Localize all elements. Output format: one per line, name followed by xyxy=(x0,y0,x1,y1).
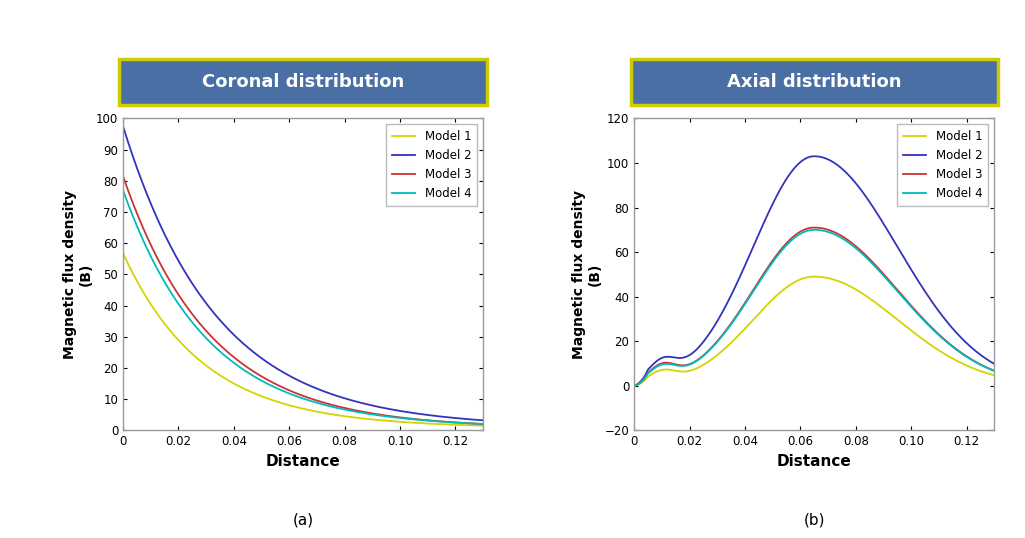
Model 1 xyxy=(117,250,129,257)
Model 3 xyxy=(692,357,704,363)
Model 2 xyxy=(358,400,370,407)
Model 3 xyxy=(117,173,129,179)
Model 1 xyxy=(988,372,1000,379)
Model 4 xyxy=(791,232,804,239)
Model 1 xyxy=(387,418,400,424)
Model 4 xyxy=(358,410,370,416)
Model 3 xyxy=(988,367,1000,374)
Model 3 xyxy=(721,326,733,332)
Legend: Model 1, Model 2, Model 3, Model 4: Model 1, Model 2, Model 3, Model 4 xyxy=(385,124,477,206)
Model 1 xyxy=(692,365,704,371)
Model 2 xyxy=(117,123,129,130)
Model 3 xyxy=(840,236,853,243)
Model 2 xyxy=(209,312,221,318)
Model 3 xyxy=(280,386,292,392)
Model 4 xyxy=(117,187,129,193)
Line: Model 3: Model 3 xyxy=(123,176,483,424)
Model 4 xyxy=(628,383,641,389)
Model 1 xyxy=(358,415,370,422)
Model 2 xyxy=(329,392,341,399)
Model 3 xyxy=(180,303,193,310)
Model 3 xyxy=(869,262,882,268)
Model 3 xyxy=(809,224,821,231)
Line: Model 4: Model 4 xyxy=(123,190,483,424)
Model 4 xyxy=(900,298,912,304)
Model 4 xyxy=(869,264,882,270)
Model 1 xyxy=(180,345,193,352)
Model 2 xyxy=(692,345,704,351)
Y-axis label: Magnetic flux density
(B): Magnetic flux density (B) xyxy=(63,190,93,359)
Line: Model 1: Model 1 xyxy=(634,277,994,386)
Model 3 xyxy=(209,337,221,344)
Text: Coronal distribution: Coronal distribution xyxy=(202,73,404,91)
Model 2 xyxy=(869,207,882,214)
Text: (a): (a) xyxy=(292,512,314,527)
Model 2 xyxy=(280,371,292,377)
Model 4 xyxy=(477,421,489,427)
Model 4 xyxy=(988,367,1000,374)
Line: Model 1: Model 1 xyxy=(123,253,483,426)
Model 4 xyxy=(721,327,733,334)
Model 4 xyxy=(209,344,221,351)
Model 2 xyxy=(628,383,641,389)
Model 4 xyxy=(387,414,400,421)
Model 2 xyxy=(477,417,489,423)
Model 4 xyxy=(329,404,341,410)
Model 3 xyxy=(791,230,804,237)
Model 4 xyxy=(809,226,821,233)
Model 1 xyxy=(791,278,804,284)
Legend: Model 1, Model 2, Model 3, Model 4: Model 1, Model 2, Model 3, Model 4 xyxy=(897,124,988,206)
Model 2 xyxy=(988,360,1000,367)
Model 1 xyxy=(809,273,821,280)
Model 3 xyxy=(477,421,489,427)
Model 3 xyxy=(628,383,641,389)
Model 1 xyxy=(280,401,292,408)
Model 2 xyxy=(900,258,912,264)
Model 3 xyxy=(329,402,341,409)
Model 1 xyxy=(840,281,853,288)
Model 4 xyxy=(692,357,704,363)
Text: (b): (b) xyxy=(804,512,825,527)
Model 2 xyxy=(387,407,400,413)
Model 2 xyxy=(791,162,804,168)
Model 1 xyxy=(329,412,341,418)
Text: Axial distribution: Axial distribution xyxy=(727,73,902,91)
Model 2 xyxy=(809,153,821,159)
Line: Model 2: Model 2 xyxy=(634,156,994,386)
Line: Model 3: Model 3 xyxy=(634,228,994,386)
X-axis label: Distance: Distance xyxy=(777,454,852,469)
Model 4 xyxy=(840,238,853,245)
Model 3 xyxy=(358,409,370,415)
Model 1 xyxy=(900,323,912,330)
X-axis label: Distance: Distance xyxy=(265,454,340,469)
Model 1 xyxy=(628,383,641,389)
Line: Model 4: Model 4 xyxy=(634,230,994,386)
Model 1 xyxy=(721,344,733,350)
Model 2 xyxy=(180,272,193,278)
Model 1 xyxy=(869,299,882,306)
Model 3 xyxy=(387,413,400,420)
Line: Model 2: Model 2 xyxy=(123,126,483,420)
Y-axis label: Magnetic flux density
(B): Magnetic flux density (B) xyxy=(572,190,602,359)
Model 2 xyxy=(721,301,733,307)
Model 4 xyxy=(180,312,193,318)
Model 1 xyxy=(209,369,221,376)
Model 3 xyxy=(900,296,912,303)
Model 1 xyxy=(477,422,489,429)
Model 2 xyxy=(840,170,853,176)
Model 4 xyxy=(280,389,292,395)
